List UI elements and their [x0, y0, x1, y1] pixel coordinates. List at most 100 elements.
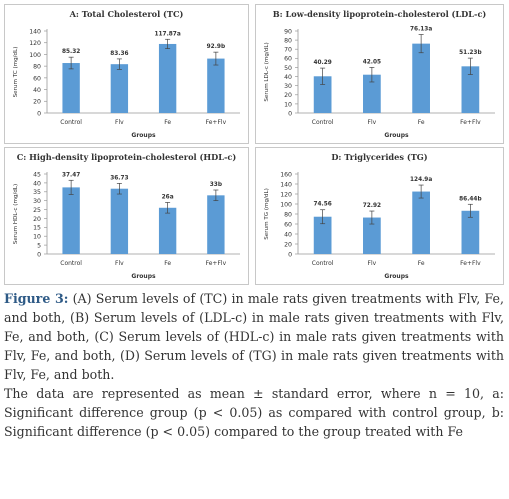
- y-tick-label: 30: [284, 83, 292, 90]
- x-tick-label: Control: [312, 260, 334, 267]
- chart-panel-tg: D: Triglycerides (TG) 0 20 40 60 80 100 120 140 1…: [255, 147, 504, 285]
- y-axis-label: Serum HDL-c (mg/dL): [13, 184, 19, 244]
- x-tick-label: Flv: [115, 260, 124, 267]
- chart-title: B: Low-density lipoprotein-cholesterol (…: [273, 9, 487, 19]
- data-label: 92.9b: [207, 44, 225, 50]
- y-tick-label: 120: [29, 40, 41, 47]
- bar: [412, 43, 430, 113]
- bar: [110, 188, 129, 254]
- chart-title: D: Triglycerides (TG): [331, 152, 427, 162]
- y-tick-label: 90: [284, 28, 292, 35]
- chart-panel-tc: A: Total Cholesterol (TC) 0 20 40 60 80 100 120…: [4, 4, 249, 144]
- y-tick-label: 25: [33, 207, 41, 214]
- chart-ldl: B: Low-density lipoprotein-cholesterol (…: [264, 9, 495, 139]
- y-tick-label: 40: [284, 74, 292, 81]
- x-tick-label: Fe+Flv: [206, 119, 227, 126]
- data-label: 42.05: [363, 59, 381, 65]
- x-axis-label: Groups: [384, 273, 409, 280]
- y-tick-label: 60: [33, 75, 41, 82]
- bar: [62, 63, 80, 113]
- bar: [158, 207, 177, 254]
- x-tick-label: Fe+Flv: [460, 260, 481, 267]
- y-tick-label: 20: [284, 92, 292, 99]
- y-tick-label: 50: [284, 65, 292, 72]
- chart-hdl: C: High-density lipoprotein-cholesterol …: [13, 152, 240, 280]
- data-label: 26a: [162, 194, 174, 200]
- bar: [62, 187, 80, 254]
- x-tick-label: Fe+Flv: [206, 260, 227, 267]
- y-tick-label: 40: [33, 180, 41, 187]
- bar: [207, 195, 225, 254]
- y-tick-label: 5: [37, 243, 41, 250]
- bar: [313, 76, 332, 113]
- x-axis-label: Groups: [131, 132, 156, 139]
- data-label: 40.29: [313, 60, 331, 66]
- y-tick-label: 10: [33, 234, 41, 241]
- y-axis-label: Serum TG (mg/dL): [264, 188, 270, 240]
- data-label: 74.56: [313, 202, 331, 208]
- chart-tc: A: Total Cholesterol (TC) 0 20 40 60 80 100 120…: [13, 9, 240, 139]
- x-tick-label: Flv: [368, 119, 377, 126]
- y-tick-label: 0: [37, 251, 41, 258]
- data-label: 36.73: [110, 175, 128, 181]
- data-label: 76.13a: [410, 27, 432, 33]
- data-label: 86.44b: [459, 196, 482, 202]
- y-tick-label: 60: [284, 56, 292, 63]
- chart-panel-hdl: C: High-density lipoprotein-cholesterol …: [4, 147, 249, 285]
- y-tick-label: 100: [280, 201, 292, 208]
- bar: [461, 66, 480, 113]
- y-tick-label: 45: [33, 171, 41, 178]
- y-tick-label: 140: [280, 181, 292, 188]
- y-tick-label: 0: [288, 251, 292, 258]
- x-tick-label: Fe: [418, 119, 425, 126]
- chart-tg: D: Triglycerides (TG) 0 20 40 60 80 100 120 140 1…: [264, 152, 495, 280]
- figure-caption: Figure 3: (A) Serum levels of (TC) in ma…: [4, 289, 504, 441]
- data-label: 51.23b: [459, 50, 482, 56]
- data-label: 37.47: [62, 172, 80, 178]
- y-tick-label: 80: [284, 38, 292, 45]
- y-tick-label: 10: [284, 101, 292, 108]
- y-tick-label: 20: [33, 216, 41, 223]
- x-tick-label: Flv: [115, 119, 124, 126]
- y-tick-label: 120: [280, 191, 292, 198]
- y-tick-label: 140: [29, 28, 41, 35]
- bar: [363, 74, 381, 113]
- x-tick-label: Control: [60, 119, 82, 126]
- bar: [363, 217, 381, 254]
- bar: [412, 191, 430, 254]
- y-tick-label: 40: [284, 231, 292, 238]
- y-tick-label: 80: [33, 64, 41, 71]
- x-axis-label: Groups: [384, 132, 409, 139]
- data-label: 33b: [210, 182, 222, 188]
- x-tick-label: Control: [312, 119, 334, 126]
- x-tick-label: Flv: [368, 260, 377, 267]
- x-tick-label: Fe+Flv: [460, 119, 481, 126]
- y-tick-label: 100: [29, 52, 41, 59]
- x-tick-label: Control: [60, 260, 82, 267]
- y-tick-label: 160: [280, 171, 292, 178]
- y-tick-label: 20: [284, 241, 292, 248]
- x-tick-label: Fe: [418, 260, 425, 267]
- y-tick-label: 80: [284, 211, 292, 218]
- y-tick-label: 30: [33, 198, 41, 205]
- y-tick-label: 20: [33, 99, 41, 106]
- x-tick-label: Fe: [164, 260, 171, 267]
- caption-note: The data are represented as mean ± stand…: [4, 386, 504, 439]
- data-label: 85.32: [62, 49, 80, 55]
- data-label: 117.87a: [154, 31, 180, 37]
- caption-label: Figure 3:: [4, 291, 69, 306]
- x-axis-label: Groups: [131, 273, 156, 280]
- data-label: 72.92: [363, 203, 381, 209]
- x-tick-label: Fe: [164, 119, 171, 126]
- bar: [110, 64, 129, 113]
- y-tick-label: 40: [33, 87, 41, 94]
- bar: [158, 43, 177, 114]
- y-tick-label: 0: [288, 110, 292, 117]
- y-tick-label: 35: [33, 189, 41, 196]
- data-label: 83.36: [110, 51, 128, 57]
- bar: [207, 58, 225, 113]
- y-axis-label: Serum TC (mg/dL): [13, 47, 19, 98]
- y-tick-label: 0: [37, 110, 41, 117]
- caption-text: (A) Serum levels of (TC) in male rats gi…: [4, 291, 504, 382]
- y-axis-label: Serum LDL-c (mg/dL): [264, 42, 270, 101]
